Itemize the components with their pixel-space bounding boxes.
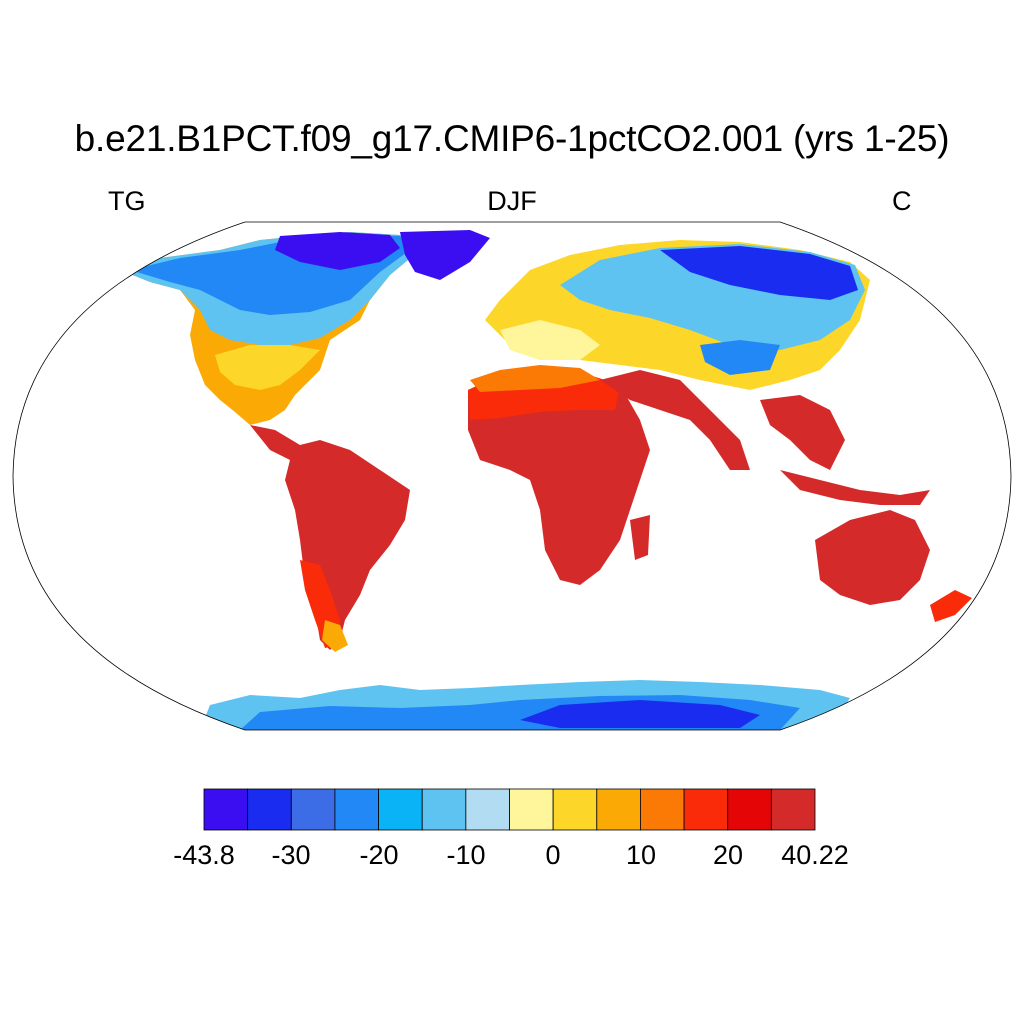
north-africa-region [470,365,600,392]
colorbar-swatch [640,788,685,831]
southeast-asia-region [760,395,845,470]
colorbar-swatch [247,788,292,831]
colorbar-swatch [465,788,510,831]
globe-outline [12,221,1012,731]
australia-region [815,510,930,605]
colorbar-tick: 40.22 [781,840,849,870]
south-america-region [250,425,410,650]
map-title: b.e21.B1PCT.f09_g17.CMIP6-1pctCO2.001 (y… [74,118,950,159]
colorbar [203,788,816,831]
colorbar-tick: -10 [446,840,486,870]
colorbar-swatch [509,788,554,831]
colorbar-swatch [770,788,816,831]
colorbar-swatch [596,788,641,831]
new-zealand-region [930,590,972,622]
tibet-region [700,340,780,375]
variable-label: TG [108,186,146,216]
antarctica-plateau [520,700,760,728]
maritime-continent-region [780,470,930,505]
europe-region [500,320,600,360]
colorbar-swatch [421,788,467,831]
colorbar-swatch [683,788,729,831]
colorbar-tick: -20 [359,840,399,870]
north-america-midlat [215,345,320,390]
tierra-del-fuego [322,620,348,652]
colorbar-swatch [727,788,772,831]
colorbar-swatch [552,788,598,831]
season-label: DJF [487,186,537,216]
colorbar-ticks: -43.8 -30 -20 -10 0 10 20 40.22 [0,840,1024,880]
colorbar-tick: 0 [545,840,561,870]
madagascar-region [630,515,650,560]
colorbar-swatch [334,788,379,831]
greenland-region [400,230,490,280]
canadian-archipelago [275,232,400,270]
south-asia-region [600,370,750,470]
land-fill-layer [120,230,972,730]
colorbar-tick: -43.8 [173,840,235,870]
colorbar-tick: 20 [712,840,744,870]
colorbar-tick: -30 [271,840,311,870]
colorbar-swatch [290,788,336,831]
colorbar-swatch [203,788,249,831]
colorbar-tick: 10 [625,840,657,870]
units-label: C [892,186,912,216]
colorbar-swatch [378,788,423,831]
africa-region [468,370,650,585]
siberia-cold-core [660,246,858,300]
